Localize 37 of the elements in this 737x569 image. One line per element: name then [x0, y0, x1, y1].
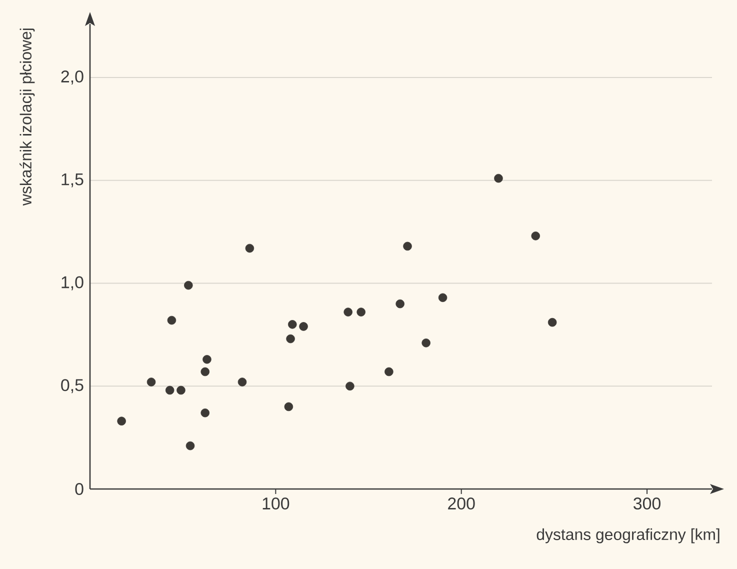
x-axis-title: dystans geograficzny [km] — [536, 528, 720, 544]
y-tick-label: 0,5 — [61, 379, 84, 394]
point — [167, 316, 176, 325]
point — [346, 382, 354, 391]
point — [494, 174, 503, 183]
point — [202, 354, 212, 364]
point — [186, 441, 195, 450]
point — [548, 318, 557, 327]
point — [396, 299, 404, 308]
x-tick-label: 300 — [634, 498, 660, 510]
point — [422, 338, 430, 348]
y-tick-label: 1,0 — [62, 276, 84, 290]
point — [299, 322, 308, 331]
y-tick-label: 2,0 — [61, 70, 84, 84]
point — [344, 308, 352, 316]
x-tick-label: 100 — [262, 498, 290, 510]
point — [184, 280, 193, 290]
point — [238, 378, 247, 386]
point — [288, 320, 297, 329]
point — [200, 367, 210, 376]
point — [117, 416, 126, 426]
point — [165, 386, 174, 395]
point — [356, 308, 366, 316]
point — [176, 386, 186, 395]
x-tick-label: 200 — [448, 498, 475, 510]
point — [531, 232, 540, 240]
point — [245, 244, 254, 253]
point — [146, 378, 156, 386]
point — [403, 242, 412, 251]
point — [384, 367, 394, 376]
point — [200, 408, 210, 418]
point — [286, 334, 295, 344]
y-tick-label: 1,5 — [62, 173, 84, 188]
point — [438, 293, 448, 302]
y-tick-label: 0 — [75, 483, 84, 495]
point — [284, 402, 294, 412]
y-axis-title: wskaźnik izolacji płciowej — [20, 28, 35, 206]
